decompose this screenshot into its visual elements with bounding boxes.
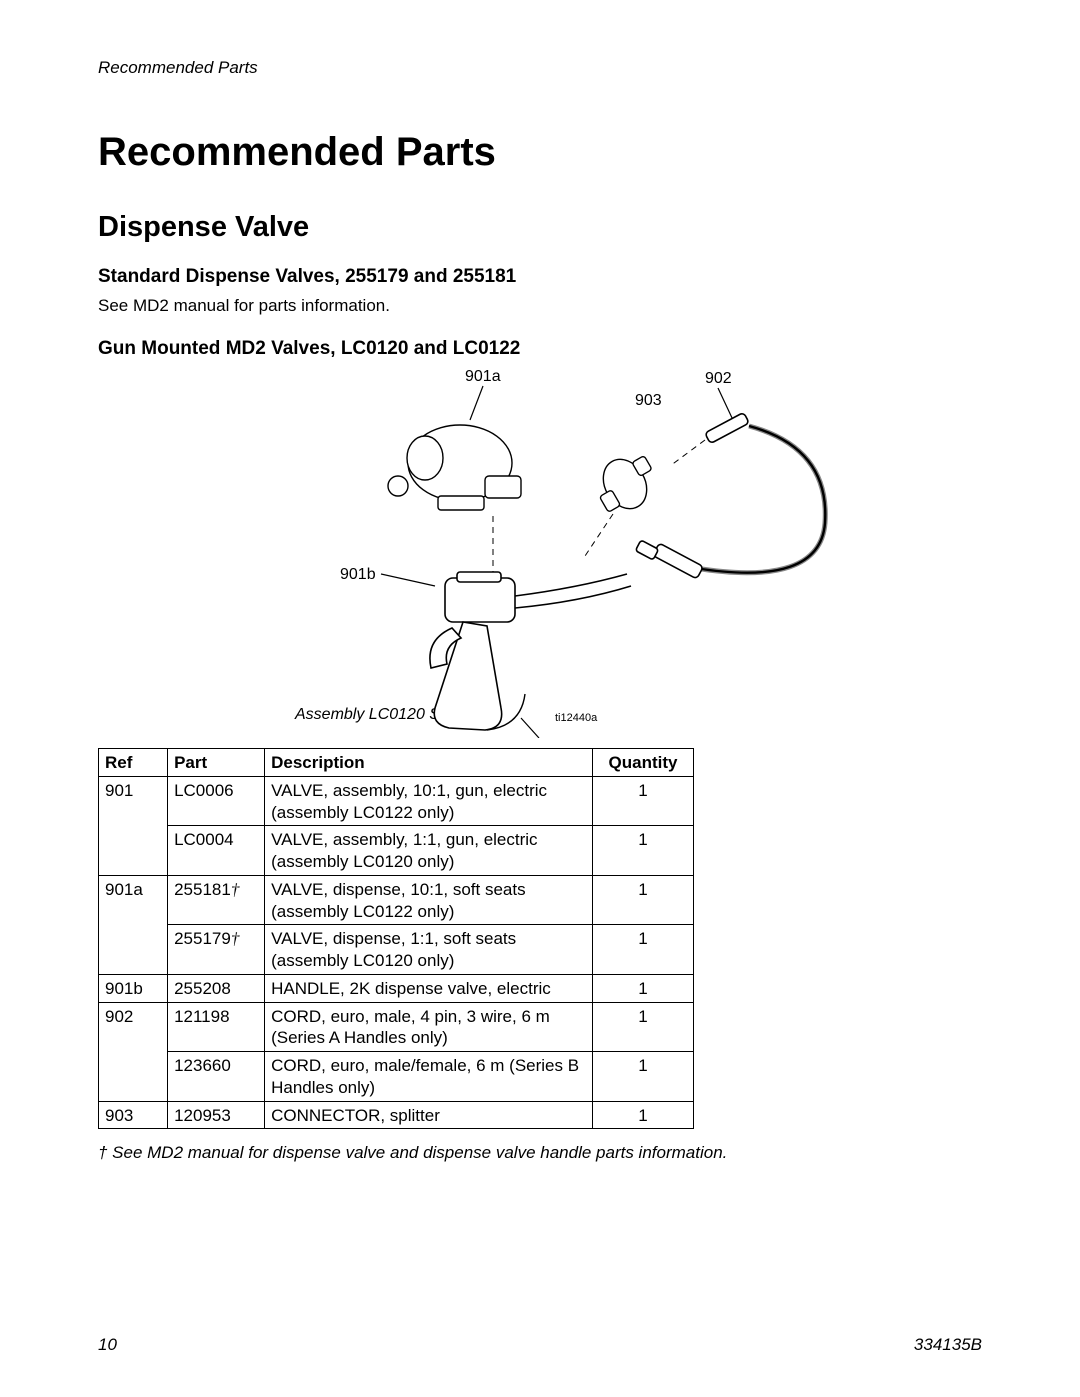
cell-part: 255179†	[168, 925, 265, 975]
table-row: LC0004VALVE, assembly, 1:1, gun, electri…	[99, 826, 694, 876]
cell-ref: 901a	[99, 875, 168, 925]
cell-desc: HANDLE, 2K dispense valve, electric	[265, 974, 593, 1002]
exploded-diagram: 901a 902 903 901b Assembly LC0120 Shown …	[225, 368, 855, 738]
cell-part: 255208	[168, 974, 265, 1002]
cell-desc: VALVE, dispense, 1:1, soft seats (assemb…	[265, 925, 593, 975]
cell-qty: 1	[592, 875, 693, 925]
page-title: Recommended Parts	[98, 130, 982, 175]
cell-qty: 1	[592, 1101, 693, 1129]
cell-qty: 1	[592, 826, 693, 876]
cell-desc: CORD, euro, male/female, 6 m (Series B H…	[265, 1052, 593, 1102]
table-row: 903120953CONNECTOR, splitter1	[99, 1101, 694, 1129]
table-row: 901a255181†VALVE, dispense, 10:1, soft s…	[99, 875, 694, 925]
cell-ref: 902	[99, 1002, 168, 1052]
section-title: Dispense Valve	[98, 211, 982, 244]
cell-part: 121198	[168, 1002, 265, 1052]
cell-ref: 903	[99, 1101, 168, 1129]
table-row: 902121198CORD, euro, male, 4 pin, 3 wire…	[99, 1002, 694, 1052]
cell-qty: 1	[592, 925, 693, 975]
table-row: 255179†VALVE, dispense, 1:1, soft seats …	[99, 925, 694, 975]
cell-part: 123660	[168, 1052, 265, 1102]
cell-desc: VALVE, dispense, 10:1, soft seats (assem…	[265, 875, 593, 925]
doc-number: 334135B	[914, 1335, 982, 1355]
table-footnote: † See MD2 manual for dispense valve and …	[98, 1143, 982, 1163]
table-row: 901b255208HANDLE, 2K dispense valve, ele…	[99, 974, 694, 1002]
running-header: Recommended Parts	[98, 58, 982, 78]
diagram-svg	[225, 368, 855, 738]
cell-desc: CORD, euro, male, 4 pin, 3 wire, 6 m (Se…	[265, 1002, 593, 1052]
cell-part: 120953	[168, 1101, 265, 1129]
page-number: 10	[98, 1335, 117, 1355]
cell-qty: 1	[592, 776, 693, 826]
page-footer: 10 334135B	[98, 1335, 982, 1355]
cell-qty: 1	[592, 974, 693, 1002]
subheading-gunmounted: Gun Mounted MD2 Valves, LC0120 and LC012…	[98, 338, 982, 360]
parts-table: Ref Part Description Quantity 901LC0006V…	[98, 748, 694, 1129]
cell-ref	[99, 925, 168, 975]
table-header-row: Ref Part Description Quantity	[99, 749, 694, 777]
cell-part: LC0006	[168, 776, 265, 826]
cell-part: LC0004	[168, 826, 265, 876]
cell-ref	[99, 826, 168, 876]
standard-text: See MD2 manual for parts information.	[98, 296, 982, 316]
th-ref: Ref	[99, 749, 168, 777]
table-row: 123660CORD, euro, male/female, 6 m (Seri…	[99, 1052, 694, 1102]
cell-qty: 1	[592, 1052, 693, 1102]
table-row: 901LC0006VALVE, assembly, 10:1, gun, ele…	[99, 776, 694, 826]
th-part: Part	[168, 749, 265, 777]
cell-desc: CONNECTOR, splitter	[265, 1101, 593, 1129]
subheading-standard: Standard Dispense Valves, 255179 and 255…	[98, 266, 982, 288]
cell-desc: VALVE, assembly, 1:1, gun, electric (ass…	[265, 826, 593, 876]
page: Recommended Parts Recommended Parts Disp…	[0, 0, 1080, 1397]
cell-ref: 901b	[99, 974, 168, 1002]
cell-desc: VALVE, assembly, 10:1, gun, electric (as…	[265, 776, 593, 826]
cell-part: 255181†	[168, 875, 265, 925]
th-qty: Quantity	[592, 749, 693, 777]
th-desc: Description	[265, 749, 593, 777]
cell-qty: 1	[592, 1002, 693, 1052]
cell-ref	[99, 1052, 168, 1102]
cell-ref: 901	[99, 776, 168, 826]
